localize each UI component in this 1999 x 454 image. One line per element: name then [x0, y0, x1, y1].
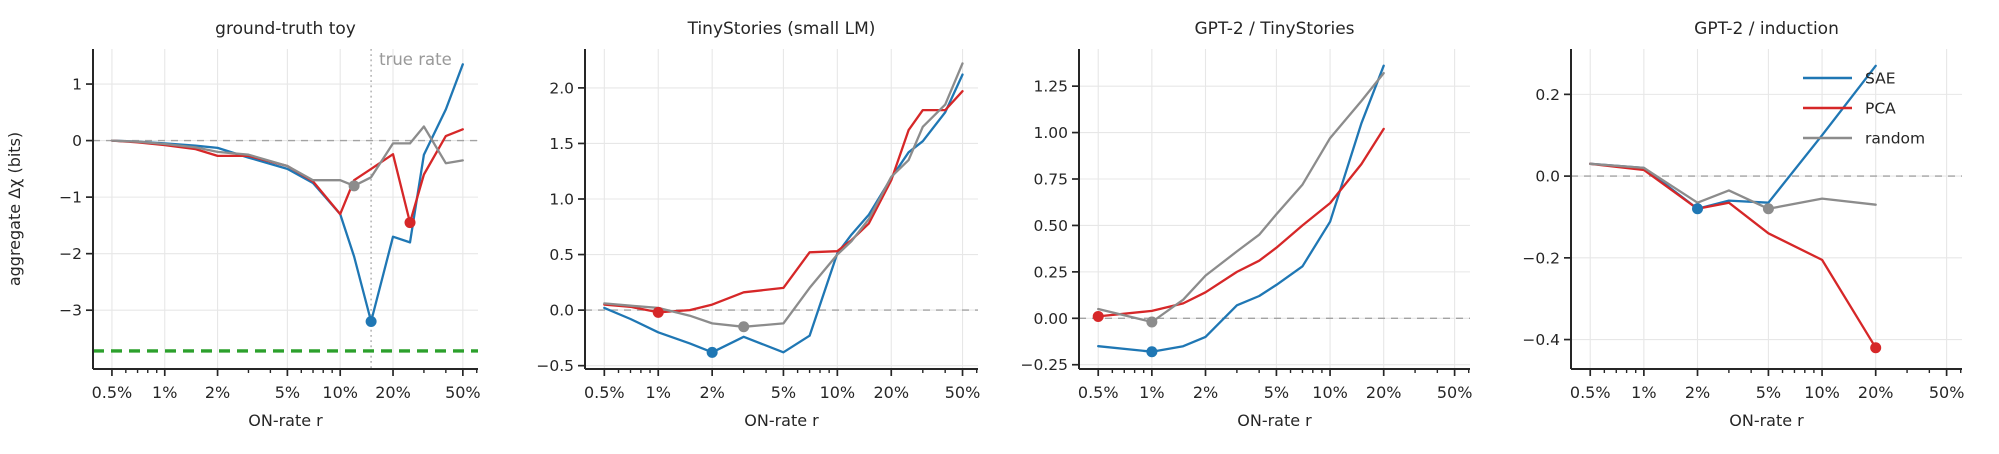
legend-label-sae: SAE: [1865, 70, 1896, 88]
svg-text:1%: 1%: [152, 383, 177, 402]
svg-text:10%: 10%: [1804, 383, 1840, 402]
x-axis-label: ON-rate r: [1729, 411, 1804, 430]
svg-text:10%: 10%: [1312, 383, 1348, 402]
svg-text:20%: 20%: [1366, 383, 1402, 402]
svg-text:1.00: 1.00: [1033, 124, 1068, 142]
svg-text:0.5: 0.5: [549, 246, 574, 264]
svg-text:0.75: 0.75: [1033, 171, 1068, 189]
svg-text:0.5%: 0.5%: [1570, 383, 1611, 402]
panel-tinystories-small-lm: 0.5% 1% 2% 5% 10% 20% 50% 2.0 1.5 1.0 0.5 0.0 −0.5 Ti…: [500, 0, 1000, 454]
panel-title: GPT-2 / induction: [1694, 19, 1839, 39]
x-axis-label: ON-rate r: [248, 411, 323, 430]
x-axis-label: ON-rate r: [1237, 411, 1312, 430]
svg-text:10%: 10%: [322, 383, 358, 402]
svg-text:0.50: 0.50: [1033, 217, 1068, 235]
svg-text:0.25: 0.25: [1033, 263, 1068, 281]
svg-text:1.5: 1.5: [549, 135, 574, 153]
svg-text:1%: 1%: [1631, 383, 1656, 402]
panel-title: GPT-2 / TinyStories: [1194, 19, 1354, 39]
svg-text:2.0: 2.0: [549, 79, 574, 97]
svg-text:5%: 5%: [275, 383, 300, 402]
svg-text:20%: 20%: [375, 383, 411, 402]
svg-text:−0.2: −0.2: [1522, 249, 1560, 267]
svg-text:0.0: 0.0: [1535, 168, 1560, 186]
svg-text:−0.25: −0.25: [1021, 356, 1069, 374]
svg-text:50%: 50%: [1929, 383, 1965, 402]
svg-text:2%: 2%: [205, 383, 230, 402]
svg-text:0.00: 0.00: [1033, 310, 1068, 328]
chart-panel-2: 0.5% 1% 2% 5% 10% 20% 50% 2.0 1.5 1.0 0.5 0.0 −0.5 Ti…: [536, 19, 981, 430]
chart-panel-4: 0.5% 1% 2% 5% 10% 20% 50% 0.2 0.0 −0.2 −0.4 GPT-2 /…: [1522, 19, 1965, 430]
legend-label-random: random: [1865, 130, 1925, 148]
svg-text:5%: 5%: [1756, 383, 1781, 402]
svg-text:−2: −2: [59, 245, 82, 263]
y-axis-label: aggregate Δχ (bits): [5, 132, 24, 286]
svg-text:1: 1: [72, 76, 82, 94]
svg-text:1.25: 1.25: [1033, 78, 1068, 96]
panel-ground-truth-toy: true rate 0.5% 1% 2% 5% 10% 20% 50% 1 0 −1 −2 −3 grou…: [0, 0, 500, 454]
svg-text:0: 0: [72, 132, 82, 150]
legend-label-pca: PCA: [1865, 100, 1896, 118]
svg-text:2%: 2%: [1193, 383, 1218, 402]
svg-text:20%: 20%: [873, 383, 909, 402]
panel-gpt2-induction: 0.5% 1% 2% 5% 10% 20% 50% 0.2 0.0 −0.2 −0.4 GPT-2 /…: [1500, 0, 1999, 454]
svg-text:−1: −1: [59, 189, 82, 207]
chart-panel-3: 0.5% 1% 2% 5% 10% 20% 50% 1.25 1.00 0.75 0.50 0.25 0…: [1021, 19, 1473, 430]
svg-text:5%: 5%: [1264, 383, 1289, 402]
svg-text:2%: 2%: [699, 383, 724, 402]
svg-text:−3: −3: [59, 302, 82, 320]
svg-text:−0.4: −0.4: [1522, 331, 1560, 349]
svg-text:10%: 10%: [820, 383, 856, 402]
true-rate-annotation: true rate: [379, 50, 452, 69]
svg-text:50%: 50%: [1437, 383, 1473, 402]
svg-text:−0.5: −0.5: [536, 357, 574, 375]
svg-text:50%: 50%: [445, 383, 481, 402]
svg-text:2%: 2%: [1685, 383, 1710, 402]
panel-title: ground-truth toy: [215, 19, 356, 39]
svg-text:5%: 5%: [771, 383, 796, 402]
svg-text:0.5%: 0.5%: [92, 383, 133, 402]
svg-text:0.5%: 0.5%: [584, 383, 625, 402]
svg-text:1%: 1%: [1139, 383, 1164, 402]
svg-text:1.0: 1.0: [549, 191, 574, 209]
svg-text:0.2: 0.2: [1535, 86, 1560, 104]
panel-gpt2-tinystories: 0.5% 1% 2% 5% 10% 20% 50% 1.25 1.00 0.75 0.50 0.25 0…: [1000, 0, 1500, 454]
chart-panel-1: true rate 0.5% 1% 2% 5% 10% 20% 50% 1 0 −1 −2 −3 grou…: [5, 19, 481, 430]
svg-text:20%: 20%: [1858, 383, 1894, 402]
svg-text:50%: 50%: [945, 383, 981, 402]
x-axis-label: ON-rate r: [744, 411, 819, 430]
svg-text:0.5%: 0.5%: [1078, 383, 1119, 402]
panel-title: TinyStories (small LM): [687, 19, 876, 39]
svg-text:0.0: 0.0: [549, 302, 574, 320]
svg-text:1%: 1%: [646, 383, 671, 402]
